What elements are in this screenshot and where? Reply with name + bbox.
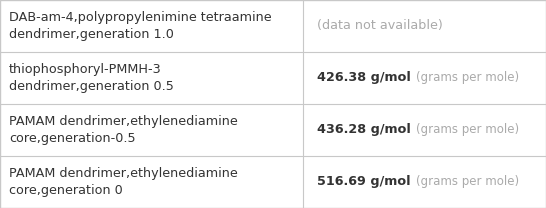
Text: thiophosphoryl-PMMH-3
dendrimer,generation 0.5: thiophosphoryl-PMMH-3 dendrimer,generati… (9, 63, 174, 93)
Text: (grams per mole): (grams per mole) (416, 124, 519, 136)
Text: PAMAM dendrimer,ethylenediamine
core,generation 0: PAMAM dendrimer,ethylenediamine core,gen… (9, 167, 238, 197)
Text: (grams per mole): (grams per mole) (416, 176, 519, 188)
Text: PAMAM dendrimer,ethylenediamine
core,generation-0.5: PAMAM dendrimer,ethylenediamine core,gen… (9, 115, 238, 145)
Text: (data not available): (data not available) (317, 20, 443, 32)
Text: 436.28 g/mol: 436.28 g/mol (317, 124, 411, 136)
Text: (grams per mole): (grams per mole) (416, 72, 519, 84)
Text: 516.69 g/mol: 516.69 g/mol (317, 176, 411, 188)
Text: 426.38 g/mol: 426.38 g/mol (317, 72, 411, 84)
Text: DAB-am-4,polypropylenimine tetraamine
dendrimer,generation 1.0: DAB-am-4,polypropylenimine tetraamine de… (9, 11, 271, 41)
